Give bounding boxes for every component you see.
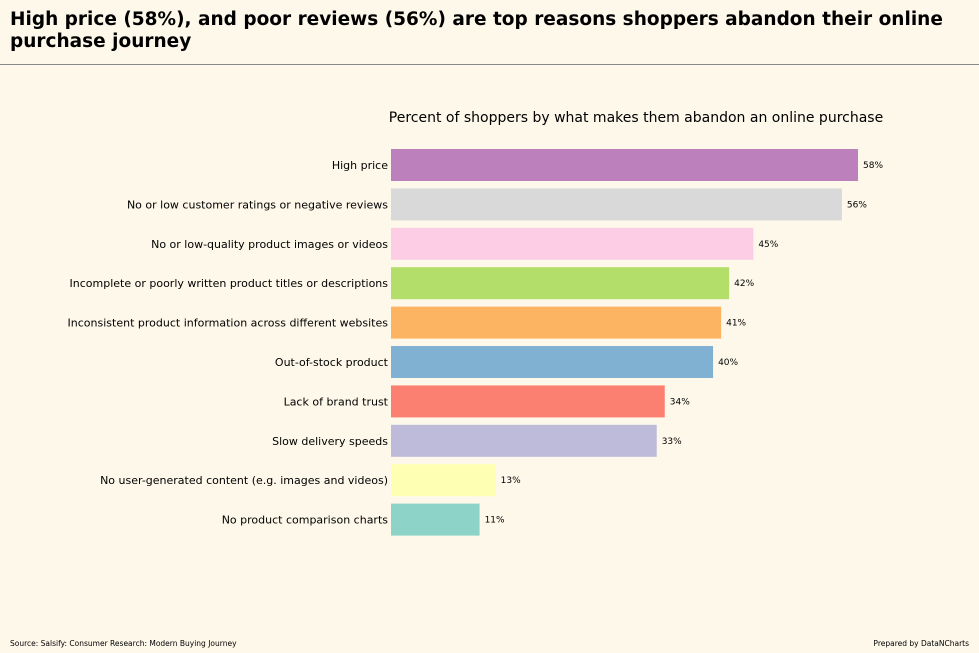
category-label: Out-of-stock product [275,356,389,369]
credit-note: Prepared by DataNCharts [873,639,969,648]
value-label: 11% [485,516,505,526]
bar [391,424,657,457]
headline-divider [0,64,979,65]
bar [391,188,842,221]
bars-group: High price 58% No or low customer ratings … [68,149,883,536]
value-label: 33% [662,437,682,447]
category-label: High price [332,159,388,172]
bar [391,503,480,536]
value-label: 45% [758,240,778,250]
bar [391,227,754,260]
page-headline: High price (58%), and poor reviews (56%)… [10,9,943,52]
category-label: Slow delivery speeds [272,435,388,448]
bar [391,464,496,497]
value-label: 58% [863,161,883,171]
category-label: No or low-quality product images or vide… [151,238,388,251]
category-label: Lack of brand trust [284,395,389,408]
chart-title: Percent of shoppers by what makes them a… [389,110,883,126]
category-label: No user-generated content (e.g. images a… [100,474,388,487]
value-label: 41% [726,319,746,329]
bar [391,385,665,418]
value-label: 56% [847,200,867,210]
bar [391,267,730,300]
bar [391,149,858,181]
category-label: No or low customer ratings or negative r… [127,198,388,211]
category-label: Incomplete or poorly written product tit… [70,277,389,290]
bar [391,346,714,378]
category-label: No product comparison charts [222,514,389,527]
value-label: 40% [718,358,738,368]
category-label: Inconsistent product information across … [68,317,389,330]
value-label: 42% [734,279,754,289]
value-label: 34% [670,397,690,407]
source-note: Source: Salsify: Consumer Research: Mode… [10,639,237,648]
value-label: 13% [501,476,521,486]
bar [391,306,722,339]
